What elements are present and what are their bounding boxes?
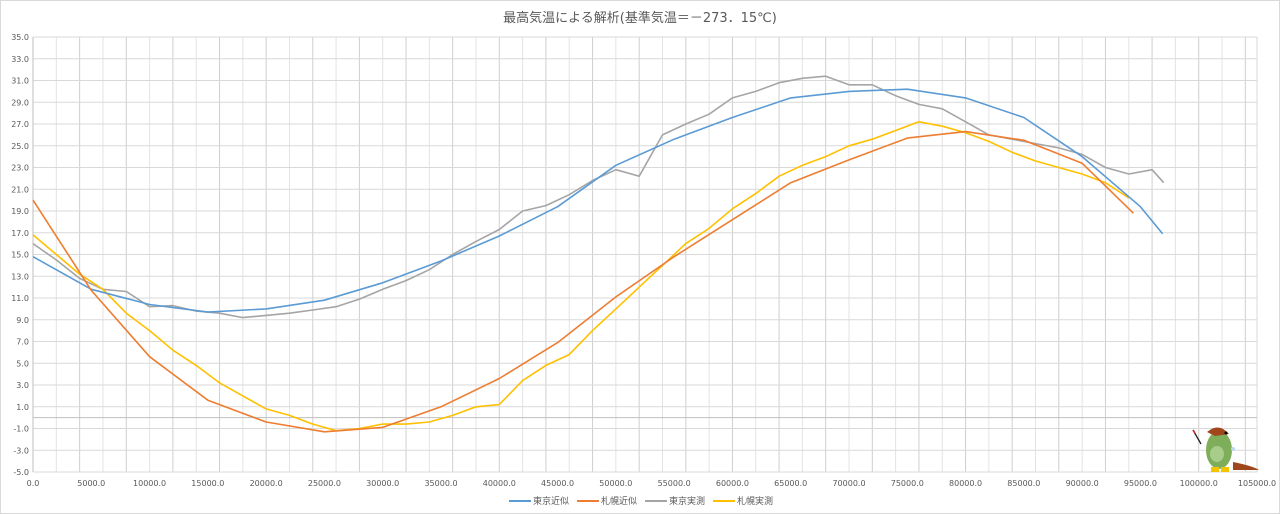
y-tick-label: 1.0: [16, 403, 29, 412]
chart-title: 最高気温による解析(基準気温＝－273．15℃): [503, 10, 777, 26]
x-tick-label: 30000.0: [366, 479, 399, 488]
y-tick-label: 5.0: [16, 359, 29, 368]
y-tick-label: -1.0: [13, 425, 29, 434]
x-tick-label: 55000.0: [658, 479, 691, 488]
legend-item[interactable]: 札幌近似: [577, 495, 637, 507]
series-line-0: [32, 88, 1164, 313]
legend-label: 札幌実測: [737, 495, 773, 507]
legend-label: 札幌近似: [601, 495, 637, 507]
series-line-3: [32, 121, 1130, 432]
y-tick-label: 33.0: [11, 55, 29, 64]
x-axis-ticks: 0.0 5000.0 10000.0 15000.0 20000.0 25000.0 300…: [27, 479, 1276, 488]
y-tick-label: 3.0: [16, 381, 29, 390]
legend-item[interactable]: 東京実測: [645, 495, 705, 507]
y-tick-label: 23.0: [11, 164, 29, 173]
y-tick-label: 15.0: [11, 251, 29, 260]
y-tick-label: 25.0: [11, 142, 29, 151]
legend: 東京近似 札幌近似 東京実測 札幌実測: [509, 495, 773, 507]
y-tick-label: 19.0: [11, 207, 29, 216]
legend-label: 東京実測: [669, 495, 705, 507]
series-line-2: [32, 75, 1165, 319]
x-tick-label: 25000.0: [308, 479, 341, 488]
legend-item[interactable]: 東京近似: [509, 495, 569, 507]
mascot-platypus-icon: [1192, 427, 1259, 472]
y-tick-label: 31.0: [11, 77, 29, 86]
y-tick-label: -5.0: [13, 468, 29, 477]
x-tick-label: 90000.0: [1066, 479, 1099, 488]
series-line-1: [32, 130, 1134, 433]
y-tick-label: 21.0: [11, 185, 29, 194]
x-tick-label: 100000.0: [1180, 479, 1218, 488]
y-tick-label: 17.0: [11, 229, 29, 238]
x-tick-label: 50000.0: [599, 479, 632, 488]
y-tick-label: 27.0: [11, 120, 29, 129]
x-tick-label: 65000.0: [774, 479, 807, 488]
x-tick-label: 20000.0: [250, 479, 283, 488]
x-tick-label: 5000.0: [77, 479, 105, 488]
x-tick-label: 0.0: [27, 479, 40, 488]
y-tick-label: 35.0: [11, 33, 29, 42]
y-axis-ticks: 35.0 33.0 31.0 29.0 27.0 25.0 23.0 21.0 19.0 17.0…: [11, 33, 29, 477]
y-tick-label: 9.0: [16, 316, 29, 325]
x-tick-label: 75000.0: [891, 479, 924, 488]
x-tick-label: 70000.0: [832, 479, 865, 488]
x-tick-label: 35000.0: [424, 479, 457, 488]
x-tick-label: 40000.0: [483, 479, 516, 488]
legend-label: 東京近似: [533, 495, 569, 507]
x-tick-label: 80000.0: [949, 479, 982, 488]
y-tick-label: 11.0: [11, 294, 29, 303]
x-tick-label: 95000.0: [1124, 479, 1157, 488]
legend-item[interactable]: 札幌実測: [713, 495, 773, 507]
y-tick-label: 29.0: [11, 98, 29, 107]
gridlines: [32, 36, 1258, 473]
x-tick-label: 45000.0: [541, 479, 574, 488]
x-tick-label: 60000.0: [716, 479, 749, 488]
x-tick-label: 10000.0: [133, 479, 166, 488]
x-tick-label: 105000.0: [1238, 479, 1276, 488]
x-tick-label: 85000.0: [1007, 479, 1040, 488]
x-tick-label: 15000.0: [191, 479, 224, 488]
y-tick-label: 7.0: [16, 338, 29, 347]
y-tick-label: 13.0: [11, 272, 29, 281]
y-tick-label: -3.0: [13, 446, 29, 455]
series-lines: [32, 75, 1165, 433]
